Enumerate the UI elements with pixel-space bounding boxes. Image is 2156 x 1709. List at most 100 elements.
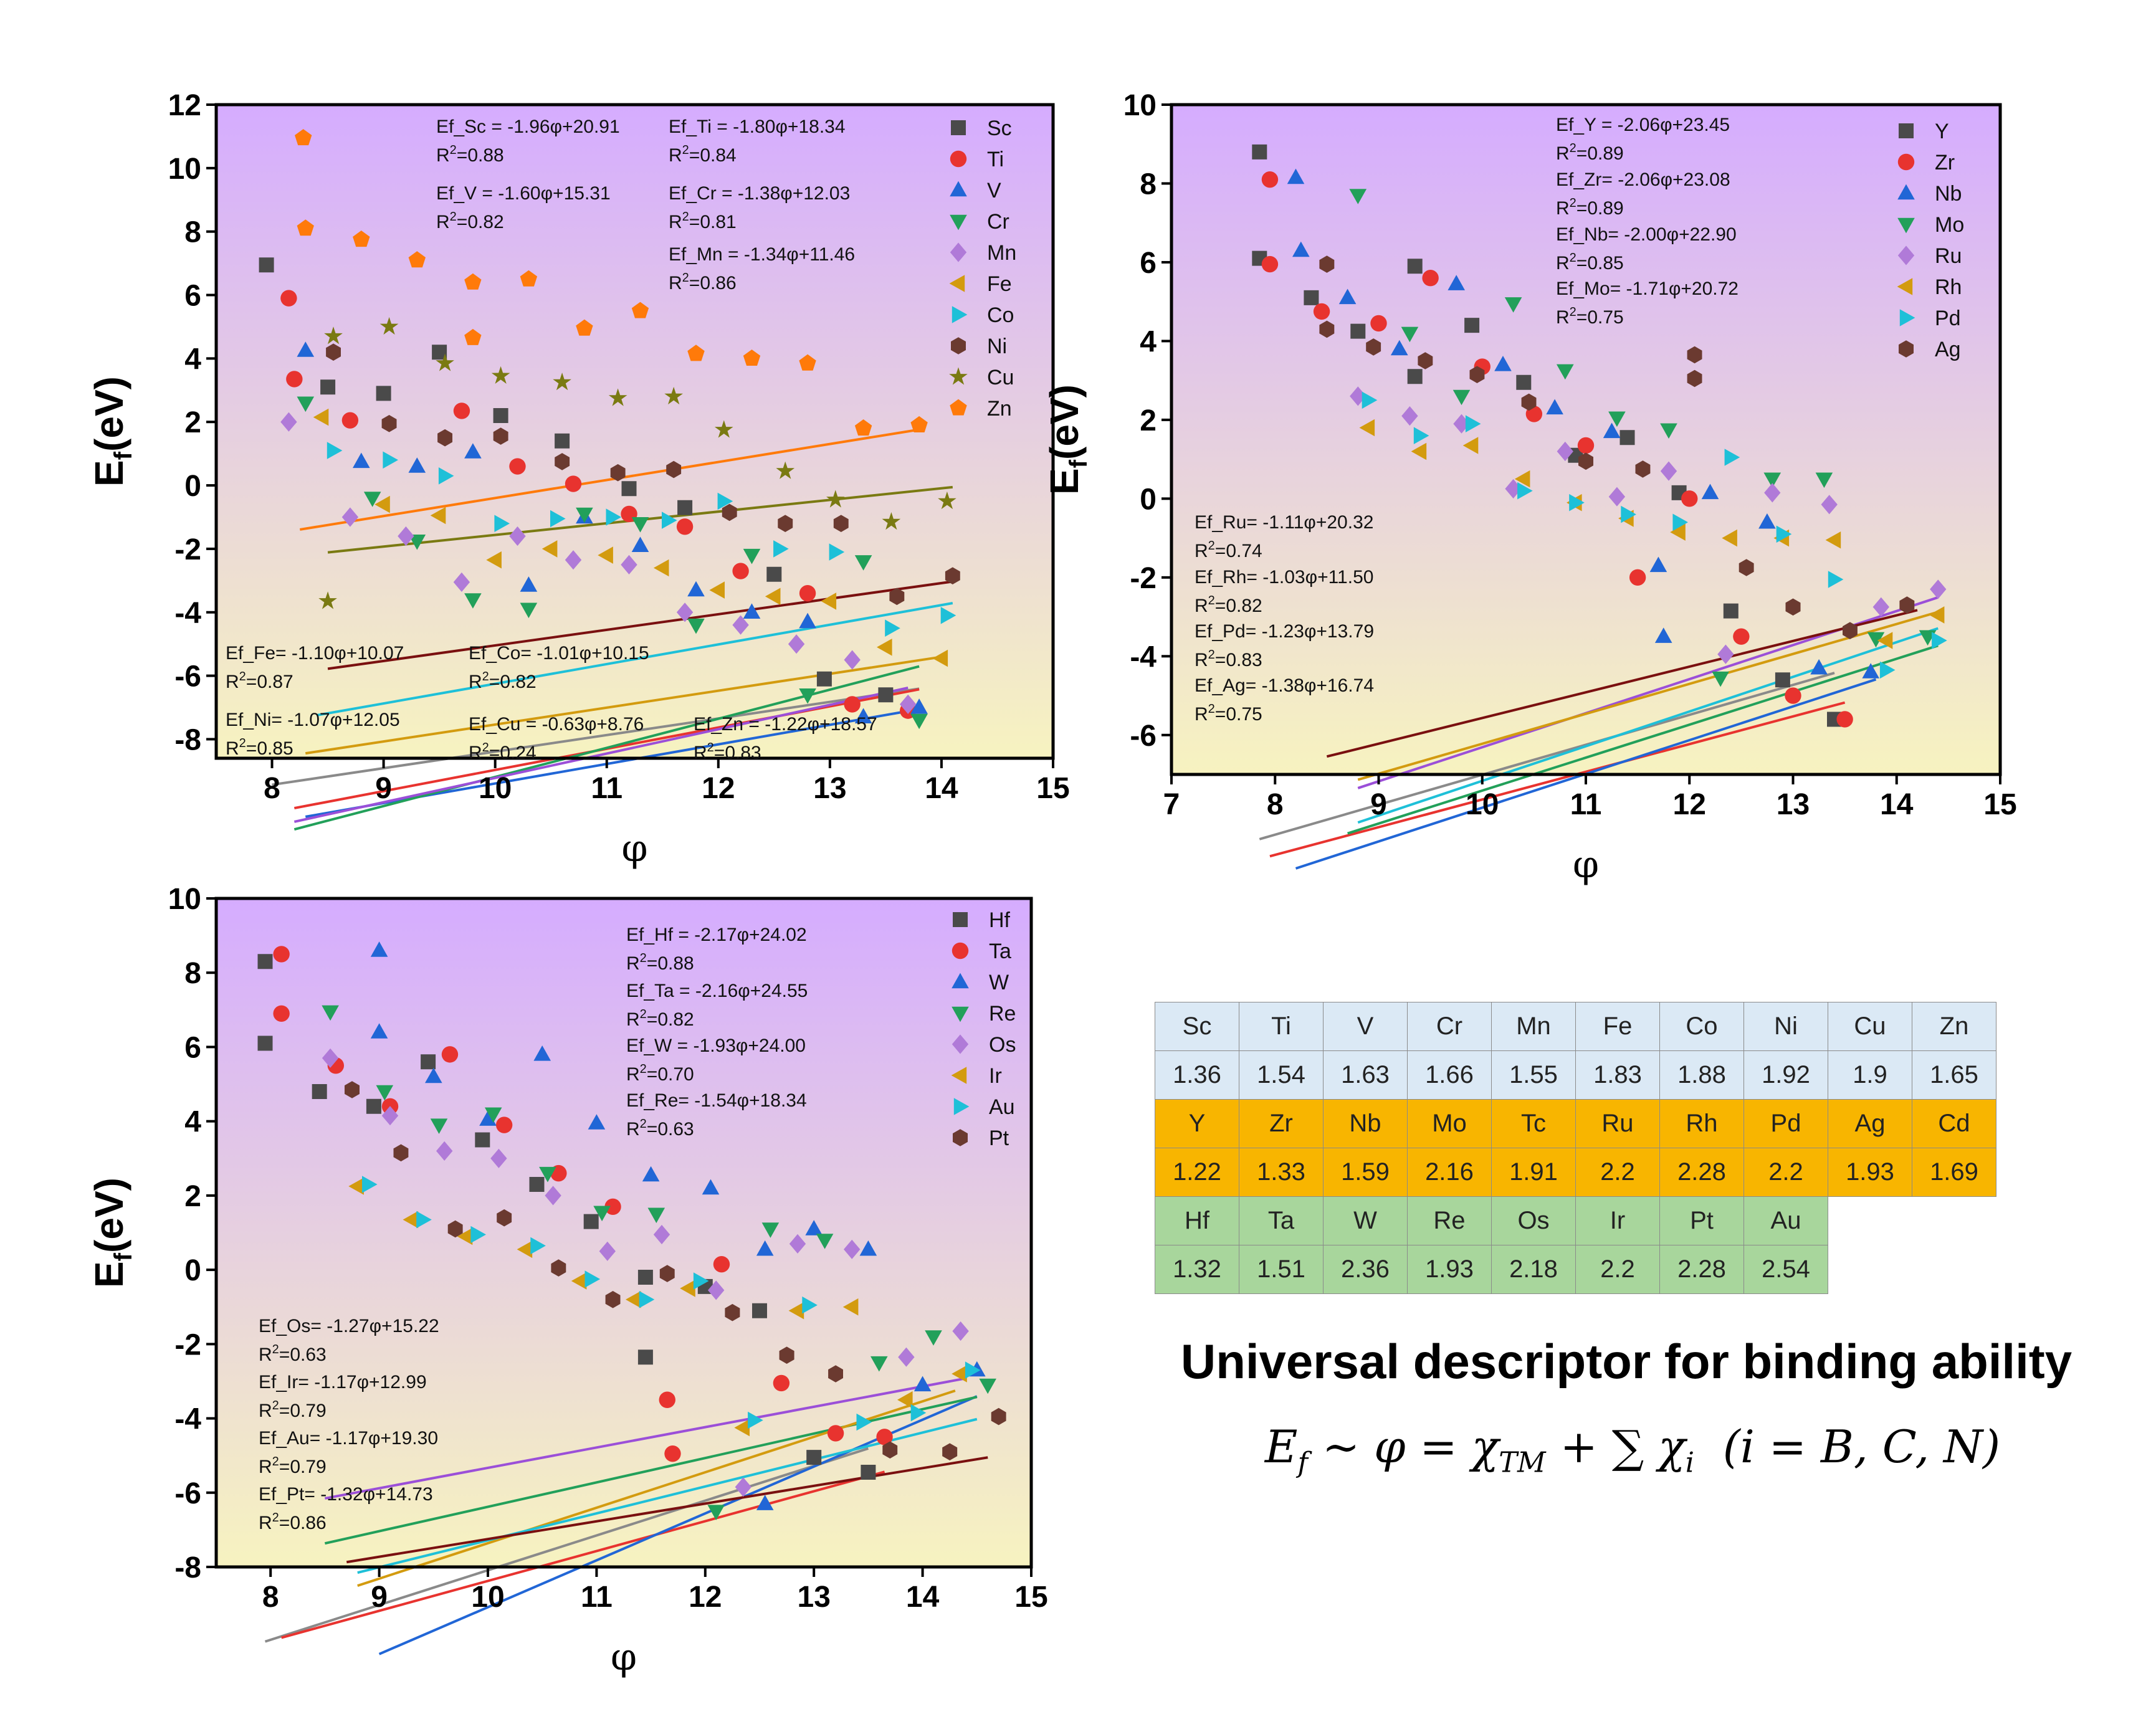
x-tick-label: 15 (1036, 772, 1069, 805)
point-Zn (854, 419, 872, 436)
point-Au (693, 1272, 709, 1290)
fit-line-Mn (293, 687, 909, 823)
point-Co (327, 442, 343, 459)
point-Mo (1815, 472, 1833, 488)
legend-marker-Pd (1899, 309, 1915, 326)
point-Nb (1546, 399, 1563, 415)
point-Co (662, 512, 677, 529)
table-row: 1.36 1.54 1.63 1.66 1.55 1.83 1.88 1.92 1.9 1.65 (1155, 1050, 1996, 1100)
legend-label-Co: Co (987, 303, 1014, 327)
point-Au (856, 1413, 872, 1431)
element-symbol: Zr (1239, 1099, 1324, 1148)
point-Zr (1422, 270, 1439, 287)
point-Rh (1877, 632, 1893, 649)
table-row: 1.22 1.33 1.59 2.16 1.91 2.2 2.28 2.2 1.93 1.69 (1155, 1148, 1996, 1197)
legend-label-Cu: Cu (987, 366, 1014, 389)
r-squared: R2=0.63 (259, 1343, 327, 1365)
table-row: 1.32 1.51 2.36 1.93 2.18 2.2 2.28 2.54 (1155, 1245, 1996, 1294)
y-tick-label: 6 (184, 1031, 201, 1064)
point-Co (773, 540, 789, 558)
r-squared: R2=0.85 (1556, 251, 1624, 274)
point-Re (376, 1085, 394, 1101)
legend-marker-Y (1899, 123, 1914, 138)
point-Ta (604, 1198, 621, 1215)
electronegativity-value: 1.22 (1155, 1148, 1239, 1197)
point-Os (545, 1186, 561, 1206)
point-Ag (1319, 320, 1335, 338)
point-Os (599, 1241, 616, 1261)
table-row: Hf Ta W Re Os Ir Pt Au (1155, 1196, 1996, 1245)
legend-marker-Au (953, 1098, 970, 1115)
r-squared: R2=0.82 (469, 670, 537, 692)
point-Au (416, 1211, 432, 1229)
point-Hf (312, 1084, 327, 1099)
legend-marker-Mo (1897, 217, 1915, 234)
point-Ta (273, 1005, 290, 1022)
electronegativity-value: 1.55 (1491, 1050, 1576, 1100)
point-Mn (453, 572, 470, 592)
element-symbol: Cu (1828, 1002, 1912, 1051)
electronegativity-value: 1.91 (1491, 1148, 1576, 1197)
r-squared: R2=0.79 (259, 1399, 327, 1421)
y-tick-label: -6 (174, 1477, 201, 1510)
point-Ta (664, 1445, 681, 1462)
point-Ta (876, 1429, 893, 1445)
electronegativity-value: 1.93 (1407, 1245, 1492, 1294)
point-Ru (1872, 597, 1889, 617)
electronegativity-value: 2.18 (1491, 1245, 1576, 1294)
point-Cr (297, 396, 315, 412)
legend-marker-Fe (949, 275, 965, 292)
y-tick-label: -6 (1130, 720, 1157, 753)
point-Ta (273, 946, 290, 963)
element-symbol: Ta (1239, 1196, 1324, 1245)
point-Nb (1758, 513, 1776, 529)
point-Ir (897, 1391, 913, 1409)
element-symbol: Nb (1323, 1099, 1408, 1148)
point-Y (1516, 374, 1532, 390)
element-symbol: Fe (1575, 1002, 1660, 1051)
point-Ti (341, 412, 359, 429)
point-Pt (828, 1365, 843, 1383)
y-tick-label: 10 (1123, 89, 1157, 122)
fit-equation: Ef_Os= -1.27φ+15.22 (259, 1316, 439, 1336)
element-symbol: W (1323, 1196, 1408, 1245)
legend-marker-Ti (950, 150, 967, 168)
point-W (370, 941, 388, 957)
y-tick-label: 6 (1140, 247, 1157, 280)
point-Pt (882, 1441, 898, 1459)
y-tick-label: 4 (184, 1106, 201, 1139)
legend-label-Zn: Zn (987, 397, 1012, 421)
x-tick-label: 11 (591, 772, 622, 805)
point-Re (484, 1107, 502, 1123)
point-Nb (1603, 422, 1621, 439)
point-Re (647, 1207, 665, 1224)
point-Zn (408, 251, 426, 268)
plot-area (216, 898, 1031, 1567)
fit-equation: Ef_Rh= -1.03φ+11.50 (1195, 567, 1373, 588)
y-tick-label: -4 (174, 597, 201, 630)
point-Zr (1629, 569, 1646, 586)
point-Zn (297, 219, 314, 236)
point-Sc (816, 671, 832, 687)
electronegativity-value: 2.2 (1575, 1245, 1660, 1294)
x-tick-label: 14 (1880, 788, 1914, 821)
fit-equation: Ef_Ti = -1.80φ+18.34 (669, 117, 846, 137)
fit-line-Mo (1347, 644, 1939, 835)
point-Ni (326, 343, 341, 361)
y-tick-label: 8 (1140, 168, 1157, 201)
point-Cu (553, 373, 571, 391)
point-Ag (1843, 622, 1858, 639)
fit-line-Hf (264, 1447, 869, 1643)
fit-equation: Ef_Pd= -1.23φ+13.79 (1195, 621, 1374, 642)
fit-equation: Ef_Ir= -1.17φ+12.99 (259, 1372, 427, 1392)
point-Zn (910, 416, 928, 432)
x-axis-label: φ (1573, 843, 1599, 887)
point-Fe (374, 495, 390, 513)
empty-cell (1912, 1197, 1996, 1245)
element-symbol: Os (1491, 1196, 1576, 1245)
point-W (756, 1240, 774, 1256)
point-Os (789, 1234, 806, 1254)
point-Ni (833, 515, 849, 532)
fit-equation: Ef_Au= -1.17φ+19.30 (259, 1428, 438, 1449)
point-Mn (788, 634, 805, 654)
